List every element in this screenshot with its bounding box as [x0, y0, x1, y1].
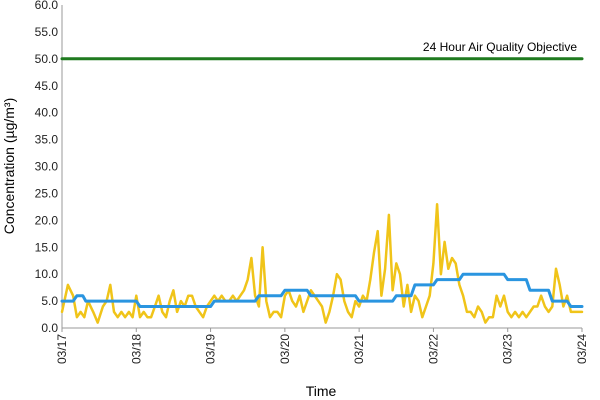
annotation-label: 24 Hour Air Quality Objective: [423, 40, 577, 54]
y-tick-label: 55.0: [35, 25, 59, 39]
x-tick-label: 03/17: [55, 334, 69, 364]
y-tick-label: 20.0: [35, 213, 59, 227]
y-tick-label: 50.0: [35, 52, 59, 66]
y-tick-label: 60.0: [35, 0, 59, 12]
x-tick-label: 03/18: [129, 334, 143, 364]
x-tick-label: 03/19: [204, 334, 218, 364]
y-axis-title: Concentration (µg/m³): [1, 98, 17, 234]
y-tick-label: 5.0: [41, 294, 58, 308]
annotation-layer: 24 Hour Air Quality Objective: [423, 40, 577, 54]
x-tick-label: 03/20: [278, 334, 292, 364]
y-tick-label: 40.0: [35, 106, 59, 120]
series-blue-line: [60, 272, 584, 308]
x-tick-label: 03/21: [352, 334, 366, 364]
series-layer: [60, 57, 584, 324]
y-tick-label: 25.0: [35, 186, 59, 200]
y-tick-label: 45.0: [35, 79, 59, 93]
y-tick-label: 15.0: [35, 240, 59, 254]
y-tick-label: 30.0: [35, 160, 59, 174]
y-tick-label: 10.0: [35, 267, 59, 281]
x-tick-label: 03/22: [426, 334, 440, 364]
y-tick-labels: 0.0 5.0 10.0 15.0 20.0 25.0 30.0 35.0 40.0 45.0 50…: [35, 0, 59, 335]
x-axis-title: Time: [306, 383, 337, 399]
x-tick-labels: 03/17 03/18 03/19 03/20 03/21 03/22 03/23 03/24: [55, 328, 589, 364]
x-tick-label: 03/24: [575, 334, 589, 364]
y-tick-label: 0.0: [41, 321, 58, 335]
x-tick-label: 03/23: [501, 334, 515, 364]
y-tick-label: 35.0: [35, 133, 59, 147]
